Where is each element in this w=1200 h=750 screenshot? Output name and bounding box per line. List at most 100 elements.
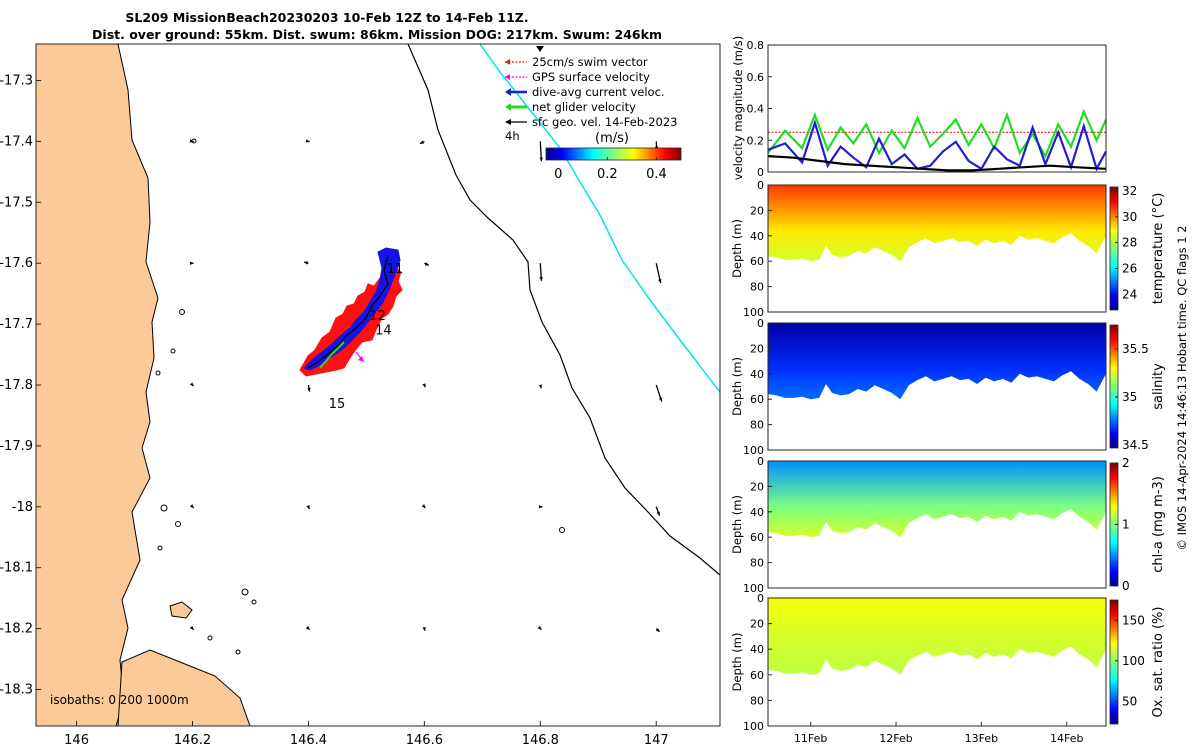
small-islands <box>155 138 565 655</box>
legend-item-sfc: sfc geo. vel. 14-Feb-2023 <box>505 115 678 129</box>
geo-velocity-arrow <box>655 628 660 633</box>
map-y-axis: -17.3 -17.4 -17.5 -17.6 -17.7 -17.8 -17.9 -18 -1… <box>0 74 41 697</box>
velocity-series-net-glider-velocity <box>768 108 1106 159</box>
velocity-panel: 0 0.2 0.4 0.6 0.8 velocity magnitude (m/s) <box>731 36 1107 181</box>
southern-island <box>117 649 251 726</box>
geo-velocity-arrow <box>539 263 543 281</box>
geo-velocity-arrow <box>537 625 542 631</box>
colorbar-tick-label: 0 <box>1122 579 1130 593</box>
oxygen-saturation-section: 0 20 40 60 80 100 Depth (m) 50 100 150 Ox. sat. ra… <box>730 592 1166 733</box>
temperature-section: 0 20 40 60 80 100 Depth (m) 24 26 28 30 32 temperatu… <box>730 179 1166 319</box>
section-colorbar <box>1109 324 1119 449</box>
colorbar-tick-label: 0 <box>554 167 562 182</box>
depth-tick-label: 80 <box>750 557 764 570</box>
time-tick-label: 12Feb <box>879 732 912 745</box>
time-axis: 11Feb 12Feb 13Feb 14Feb <box>794 722 1083 745</box>
geo-velocity-arrow <box>538 505 543 509</box>
colorbar-tick-label: 26 <box>1122 262 1137 276</box>
day-label-15: 15 <box>329 397 346 412</box>
isobath-note: isobaths: 0 200 1000m <box>50 693 189 707</box>
depth-tick-label: 40 <box>750 506 764 519</box>
net-glider-track <box>319 341 345 369</box>
depth-tick-label: 60 <box>750 669 764 682</box>
map-x-tick-label: 146.8 <box>522 733 559 748</box>
legend-item-gps: GPS surface velocity <box>505 70 650 84</box>
speed-colorbar: 0 0.2 0.4 <box>545 147 682 182</box>
legend-item-dive-avg: dive-avg current veloc. <box>505 85 665 99</box>
glider-track <box>299 247 403 377</box>
section-frame <box>767 322 1107 451</box>
colorbar-tick-label: 100 <box>1122 654 1145 668</box>
legend-label-dive-avg: dive-avg current veloc. <box>532 85 665 99</box>
gps-arrowhead <box>358 356 364 362</box>
velocity-series-sfc-geo-vel- <box>768 155 1106 172</box>
map-x-axis: 146 146.2 146.4 146.6 146.8 147 <box>64 721 669 748</box>
colorbar-tick-label: 0.4 <box>646 167 667 182</box>
colorbar-tick-label: 28 <box>1122 236 1137 250</box>
section-ylabel: Depth (m) <box>730 633 744 692</box>
geo-velocity-arrow <box>189 139 194 143</box>
colorbar-tick-label: 35.5 <box>1122 342 1149 356</box>
velocity-plot-area <box>768 45 1106 172</box>
depth-tick-label: 80 <box>750 281 764 294</box>
section-ylabel: Depth (m) <box>730 219 744 278</box>
depth-tick-label: 60 <box>750 531 764 544</box>
depth-tick-label: 0 <box>757 455 764 468</box>
time-tick-label: 11Feb <box>794 732 827 745</box>
map-panel: 11 12 14 15 146 146.2 146.4 146.6 146.8 147 -… <box>0 43 721 748</box>
map-y-tick-label: -17.9 <box>0 439 33 454</box>
colorbar-tick-label: 30 <box>1122 210 1137 224</box>
map-y-tick-label: -17.7 <box>0 317 33 332</box>
legend-label-net: net glider velocity <box>532 100 636 114</box>
time-tick-label: 14Feb <box>1050 732 1083 745</box>
colorbar-unit: (m/s) <box>595 131 629 146</box>
depth-tick-label: 80 <box>750 419 764 432</box>
velocity-y-tick-label: 0 <box>757 166 764 179</box>
colorbar-tick-label: 150 <box>1122 613 1145 627</box>
depth-tick-label: 20 <box>750 480 764 493</box>
map-y-tick-label: -18 <box>12 500 33 515</box>
section-field <box>768 323 1106 400</box>
section-ylabel: Depth (m) <box>730 495 744 554</box>
geo-velocity-arrow <box>190 261 194 265</box>
title-line-1: SL209 MissionBeach20230203 10-Feb 12Z to… <box>125 10 528 25</box>
velocity-y-tick-label: 0.6 <box>747 71 765 84</box>
velocity-series-dive-avg-current-veloc- <box>768 119 1106 172</box>
geo-velocity-arrow <box>421 504 426 509</box>
section-frame <box>767 184 1107 313</box>
map-y-tick-label: -17.3 <box>0 74 33 89</box>
geo-velocity-arrow <box>539 141 543 162</box>
colorbar-tick-label: 1 <box>1122 518 1130 532</box>
geo-velocity-arrow <box>306 504 311 510</box>
map-y-tick-label: -17.8 <box>0 378 33 393</box>
geo-velocity-arrow <box>655 384 663 402</box>
velocity-ylabel: velocity magnitude (m/s) <box>731 36 745 181</box>
day-label-14: 14 <box>375 323 392 338</box>
section-colorbar-label: Ox. sat. ratio (%) <box>1151 607 1166 718</box>
depth-tick-label: 40 <box>750 230 764 243</box>
time-tick-label: 13Feb <box>965 732 998 745</box>
map-x-tick-label: 146.6 <box>406 733 443 748</box>
map-y-tick-label: -18.3 <box>0 682 33 697</box>
legend-item-swim: 25cm/s swim vector <box>505 55 648 69</box>
depth-tick-label: 100 <box>743 306 764 319</box>
depth-tick-label: 40 <box>750 643 764 656</box>
colorbar-tick-label: 0.2 <box>597 167 618 182</box>
colorbar-gradient <box>545 147 682 161</box>
geo-velocity-arrow <box>189 625 195 631</box>
depth-tick-label: 0 <box>757 592 764 605</box>
dive-avg-current-band <box>303 247 401 371</box>
depth-tick-label: 20 <box>750 618 764 631</box>
depth-tick-label: 20 <box>750 342 764 355</box>
section-field <box>768 598 1106 675</box>
velocity-y-tick-label: 0.2 <box>747 134 765 147</box>
section-field <box>768 185 1106 262</box>
depth-tick-label: 20 <box>750 204 764 217</box>
legend-label-gps: GPS surface velocity <box>532 70 650 84</box>
map-x-tick-label: 146.4 <box>290 733 327 748</box>
depth-tick-label: 40 <box>750 368 764 381</box>
section-colorbar-label: salinity <box>1151 363 1166 410</box>
depth-tick-label: 0 <box>757 179 764 192</box>
geo-velocity-arrow <box>424 262 430 266</box>
